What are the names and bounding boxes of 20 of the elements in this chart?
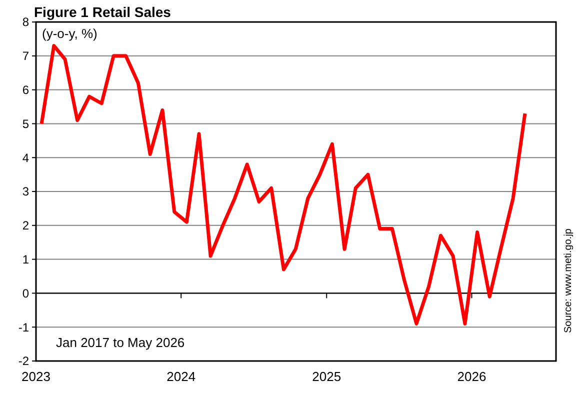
y-tick-label: -1 [18,320,30,334]
source-note: Source: www.meti.go.jp [563,228,574,333]
annotation: Jan 2017 to May 2026 [56,335,185,350]
y-tick-label: 3 [22,184,30,199]
x-tick-label: 2024 [166,369,196,384]
chart-title: Figure 1 Retail Sales [34,4,172,20]
y-axis-title: (y-o-y, %) [42,26,98,41]
y-tick-label: 7 [22,49,30,64]
y-tick-label: 2 [22,218,30,233]
y-tick-label: 1 [22,252,30,266]
y-tick-label: -2 [18,354,30,368]
y-tick-label: 5 [22,116,30,131]
y-tick-label: 4 [22,150,30,165]
y-tick-label: 8 [22,15,30,30]
x-tick-label: 2026 [457,369,486,384]
y-tick-label: 0 [22,286,30,300]
line-series [40,44,527,326]
x-tick-label: 2025 [312,369,342,384]
x-tick-label: 2023 [22,369,50,384]
y-tick-label: 6 [22,83,30,97]
